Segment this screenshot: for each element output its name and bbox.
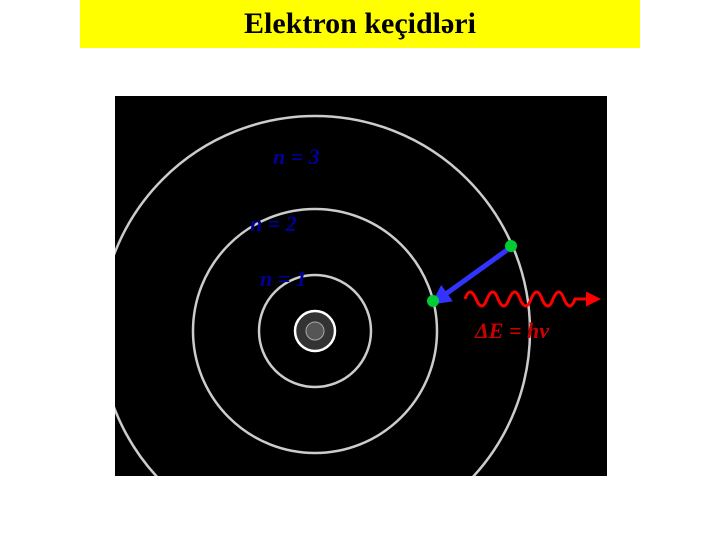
nucleus-inner	[306, 322, 324, 340]
photon-wave	[465, 292, 595, 306]
electron-n3	[505, 240, 517, 252]
title-bar: Elektron keçidləri	[80, 0, 640, 48]
orbit-label-n1: n = 1	[260, 266, 307, 292]
page-title: Elektron keçidləri	[244, 7, 476, 41]
energy-equation: ΔE = hv	[475, 318, 549, 344]
orbit-label-n3: n = 3	[273, 144, 320, 170]
diagram-svg	[115, 96, 607, 476]
electron-transition-diagram: n = 3 n = 2 n = 1 ΔE = hv	[115, 96, 607, 476]
transition-arrow	[443, 250, 507, 296]
orbit-label-n2: n = 2	[250, 211, 297, 237]
electron-n2	[427, 295, 439, 307]
